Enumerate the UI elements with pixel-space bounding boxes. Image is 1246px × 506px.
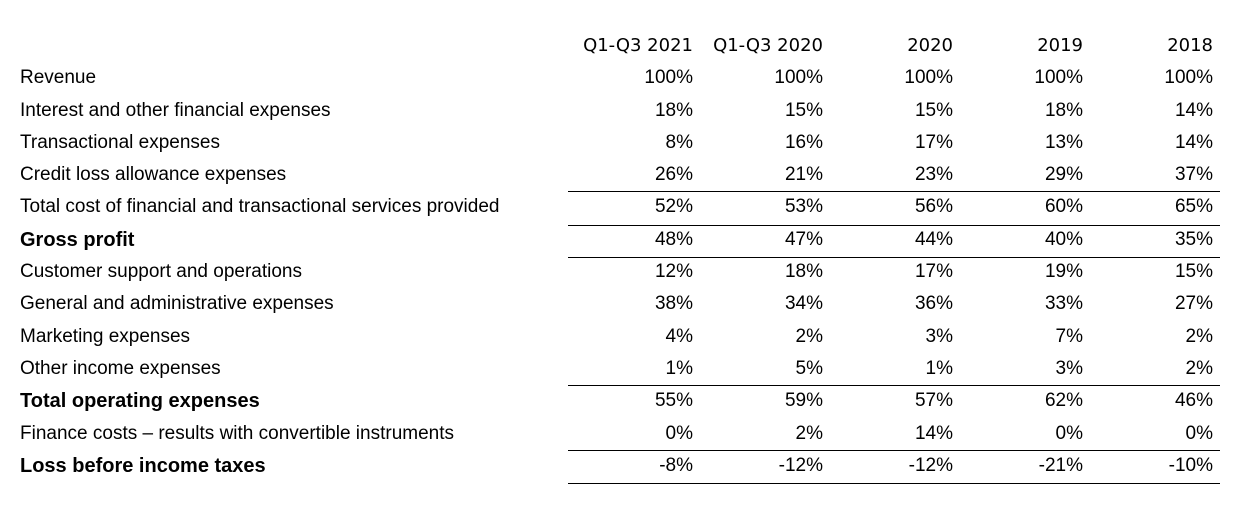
value-cell: 52% [654, 196, 693, 218]
value-cell: 100% [1164, 67, 1213, 89]
row-label: Revenue [20, 67, 97, 89]
value-cell: 36% [914, 293, 953, 315]
value-cell: 40% [1044, 228, 1083, 250]
value-cell: -12% [908, 454, 953, 476]
table-row: Transactional expenses 8% 16% 17% 13% 14% [0, 127, 1246, 159]
value-cell: 0% [665, 422, 693, 444]
value-cell: 21% [784, 164, 823, 186]
value-cell: 1% [925, 357, 953, 379]
table-row: Interest and other financial expenses 18%… [0, 95, 1246, 127]
row-label: Interest and other financial expenses [20, 99, 331, 121]
column-header-q1-q3-2021: Q1-Q3 2021 [583, 35, 693, 56]
value-cell: 15% [784, 99, 823, 121]
value-cell: 60% [1044, 196, 1083, 218]
value-cell: 13% [1044, 131, 1083, 153]
value-cell: -10% [1168, 454, 1213, 476]
column-header-q1-q3-2020: Q1-Q3 2020 [713, 35, 823, 56]
value-cell: -12% [778, 454, 823, 476]
value-cell: 2% [795, 325, 823, 347]
table-row: Credit loss allowance expenses 26% 21% 23% 2… [0, 159, 1246, 191]
value-cell: 26% [654, 164, 693, 186]
table-row: General and administrative expenses 38% 34… [0, 288, 1246, 320]
value-cell: 33% [1044, 293, 1083, 315]
value-cell: 0% [1185, 422, 1213, 444]
value-cell: 48% [654, 228, 693, 250]
value-cell: 55% [654, 390, 693, 412]
value-cell: 35% [1174, 228, 1213, 250]
value-cell: 23% [914, 164, 953, 186]
value-cell: 14% [914, 422, 953, 444]
column-header-2020: 2020 [907, 35, 953, 56]
value-cell: 14% [1174, 99, 1213, 121]
value-cell: 12% [654, 261, 693, 283]
value-cell: 65% [1174, 196, 1213, 218]
value-cell: 3% [925, 325, 953, 347]
table-row: Other income expenses 1% 5% 1% 3% 2% [0, 353, 1246, 385]
row-label: Credit loss allowance expenses [20, 164, 287, 186]
row-label: Total cost of financial and transactiona… [20, 196, 500, 218]
row-label: Transactional expenses [20, 131, 220, 153]
value-cell: 29% [1044, 164, 1083, 186]
value-cell: 7% [1055, 325, 1083, 347]
value-cell: 44% [914, 228, 953, 250]
value-cell: 5% [795, 357, 823, 379]
value-cell: 14% [1174, 131, 1213, 153]
row-label: Finance costs – results with convertible… [20, 422, 455, 444]
table-row: Revenue 100% 100% 100% 100% 100% [0, 62, 1246, 94]
table-body: Revenue 100% 100% 100% 100% 100% Interest and … [0, 62, 1246, 485]
row-label: Total operating expenses [20, 390, 260, 413]
value-cell: 15% [914, 99, 953, 121]
value-cell: 46% [1174, 390, 1213, 412]
income-statement-table: Q1-Q3 2021 Q1-Q3 2020 2020 2019 2018 Rev… [0, 30, 1246, 485]
value-cell: 18% [1044, 99, 1083, 121]
value-cell: 37% [1174, 164, 1213, 186]
value-cell: 17% [914, 261, 953, 283]
value-cell: 8% [665, 131, 693, 153]
value-cell: 15% [1174, 261, 1213, 283]
value-cell: 47% [784, 228, 823, 250]
value-cell: 1% [665, 357, 693, 379]
value-cell: 100% [644, 67, 693, 89]
value-cell: 2% [1185, 325, 1213, 347]
value-cell: 100% [1034, 67, 1083, 89]
table-row: Gross profit 48% 47% 44% 40% 35% [0, 224, 1246, 259]
value-cell: 18% [654, 99, 693, 121]
value-cell: 2% [795, 422, 823, 444]
value-cell: 2% [1185, 357, 1213, 379]
value-cell: -8% [659, 454, 693, 476]
table-row: Loss before income taxes -8% -12% -12% -21% -… [0, 449, 1246, 485]
value-cell: 18% [784, 261, 823, 283]
value-cell: 34% [784, 293, 823, 315]
table-row: Marketing expenses 4% 2% 3% 7% 2% [0, 321, 1246, 353]
value-cell: 3% [1055, 357, 1083, 379]
table-header-row: Q1-Q3 2021 Q1-Q3 2020 2020 2019 2018 [0, 30, 1246, 62]
value-cell: 17% [914, 131, 953, 153]
column-header-2019: 2019 [1037, 35, 1083, 56]
value-cell: 19% [1044, 261, 1083, 283]
value-cell: 4% [665, 325, 693, 347]
value-cell: 59% [784, 390, 823, 412]
table-row: Total operating expenses 55% 59% 57% 62% 46% [0, 385, 1246, 417]
value-cell: 27% [1174, 293, 1213, 315]
value-cell: 16% [784, 131, 823, 153]
value-cell: 57% [914, 390, 953, 412]
row-label: Loss before income taxes [20, 454, 266, 477]
value-cell: 0% [1055, 422, 1083, 444]
row-label: Customer support and operations [20, 261, 302, 283]
value-cell: 62% [1044, 390, 1083, 412]
row-label: Marketing expenses [20, 325, 191, 347]
row-label: Other income expenses [20, 357, 221, 379]
table-row: Finance costs – results with convertible… [0, 418, 1246, 450]
value-cell: 100% [904, 67, 953, 89]
value-cell: -21% [1038, 454, 1083, 476]
row-label: General and administrative expenses [20, 293, 334, 315]
value-cell: 38% [654, 293, 693, 315]
value-cell: 100% [774, 67, 823, 89]
value-cell: 56% [914, 196, 953, 218]
value-cell: 53% [784, 196, 823, 218]
row-label: Gross profit [20, 228, 135, 251]
table-row: Total cost of financial and transactiona… [0, 191, 1246, 227]
column-header-2018: 2018 [1167, 35, 1213, 56]
table-row: Customer support and operations 12% 18% 17%… [0, 256, 1246, 288]
